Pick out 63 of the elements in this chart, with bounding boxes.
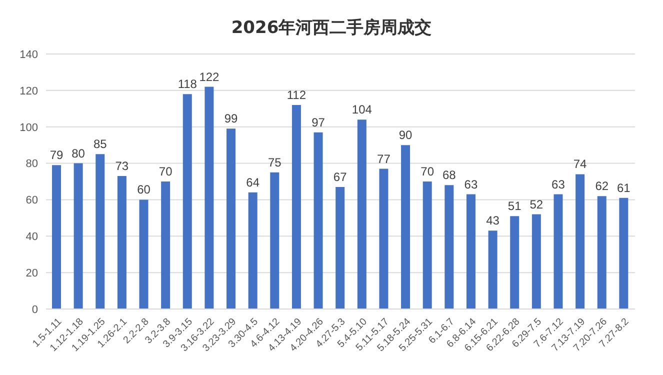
y-tick-label: 60 [26, 194, 38, 207]
bar [52, 165, 61, 309]
data-label: 43 [486, 214, 500, 228]
bar [117, 176, 126, 309]
data-label: 85 [93, 137, 108, 152]
data-label: 63 [464, 177, 478, 192]
data-label: 77 [377, 152, 391, 166]
bar [379, 168, 388, 309]
data-label: 52 [530, 197, 544, 212]
bar [336, 186, 345, 309]
data-label: 118 [178, 77, 198, 92]
bar [182, 94, 192, 309]
bar [510, 216, 520, 309]
bar [292, 105, 301, 309]
bar [314, 132, 323, 309]
y-tick-label: 100 [20, 122, 38, 134]
data-label: 75 [268, 155, 282, 170]
data-label: 90 [398, 128, 413, 142]
data-label: 51 [508, 199, 522, 214]
data-label: 64 [246, 175, 260, 190]
bar [357, 120, 366, 309]
y-tick-label: 0 [32, 304, 38, 316]
bar [270, 172, 280, 309]
bar [226, 128, 236, 309]
bar [576, 174, 585, 309]
bar [161, 182, 170, 309]
data-label: 97 [312, 115, 326, 130]
data-label: 62 [595, 179, 609, 194]
bar [74, 163, 83, 309]
data-label: 63 [552, 177, 566, 192]
data-label: 104 [352, 102, 372, 117]
data-label: 61 [617, 180, 631, 195]
bar [444, 185, 454, 309]
data-label: 79 [50, 148, 64, 162]
data-label: 70 [158, 164, 173, 178]
chart-title: 2026年河西二手房周成交 [230, 17, 433, 40]
data-label: 70 [420, 164, 434, 178]
y-tick-label: 40 [26, 231, 38, 244]
data-label: 112 [286, 88, 306, 102]
bar [619, 198, 628, 309]
bar [248, 192, 258, 309]
y-tick-label: 140 [20, 48, 38, 61]
data-label: 67 [333, 170, 348, 184]
bar [401, 145, 410, 309]
y-tick-label: 80 [26, 158, 38, 170]
y-tick-label: 20 [26, 267, 38, 280]
bar [96, 154, 105, 309]
data-label: 60 [137, 182, 151, 197]
y-tick-label: 120 [20, 85, 38, 98]
data-label: 99 [224, 112, 238, 126]
data-label: 73 [115, 159, 129, 174]
bar [204, 86, 214, 309]
data-label: 68 [442, 168, 456, 182]
data-label: 122 [199, 70, 220, 84]
bar [466, 194, 476, 309]
data-label: 80 [72, 146, 86, 160]
data-label: 74 [573, 157, 588, 172]
bar [554, 194, 563, 309]
bar [532, 214, 541, 309]
bar [422, 182, 432, 309]
bar [139, 200, 148, 309]
bar [488, 230, 498, 309]
bar [597, 196, 606, 309]
